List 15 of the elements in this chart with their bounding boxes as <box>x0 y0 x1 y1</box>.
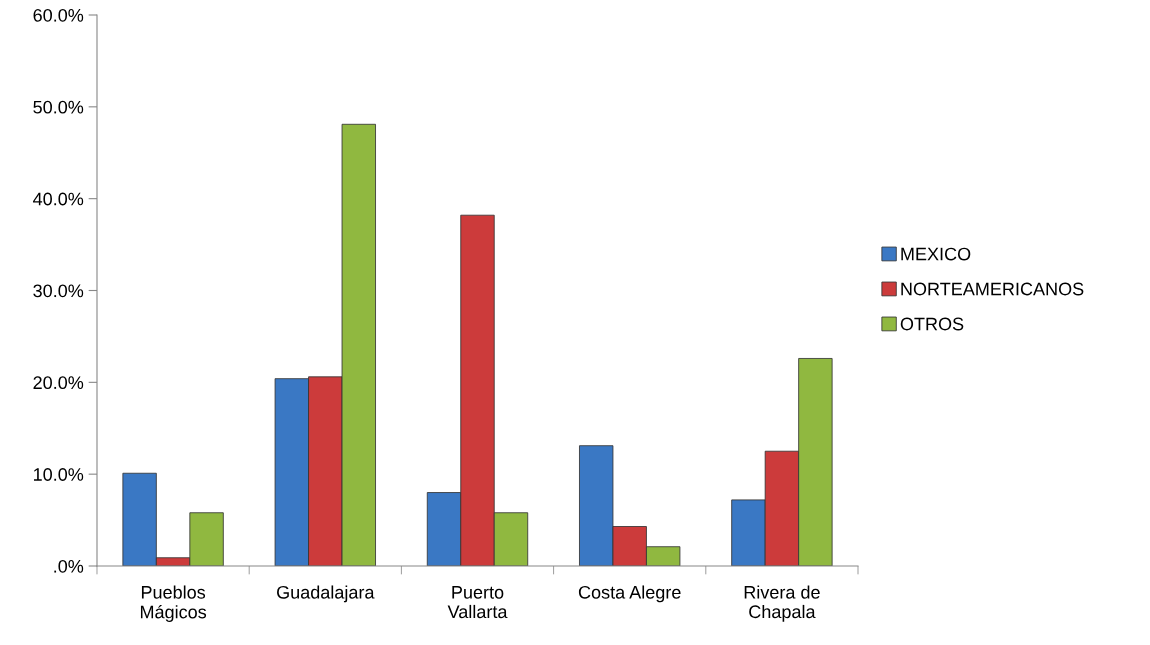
y-tick-label: 30.0% <box>33 284 84 298</box>
y-tick-label: 20.0% <box>33 376 84 390</box>
y-tick-label: 10.0% <box>33 468 84 481</box>
x-tick-label: Costa Alegre <box>578 585 681 603</box>
y-tick-label: 40.0% <box>33 192 84 206</box>
x-tick-label: Guadalajara <box>277 585 375 603</box>
y-tick-label: 50.0% <box>33 100 84 114</box>
y-tick-label: 60.0% <box>33 8 84 22</box>
x-tick-label: Pueblos Mágicos <box>140 585 207 622</box>
x-tick-label: Rivera de Chapala <box>744 585 820 622</box>
legend-label: OTROS <box>900 317 964 331</box>
legend-label: MEXICO <box>901 247 971 261</box>
x-tick-label: Puerto Vallarta <box>447 586 508 619</box>
y-tick-label: .0% <box>54 559 84 573</box>
legend-label: NORTEAMERICANOS <box>901 282 1084 296</box>
